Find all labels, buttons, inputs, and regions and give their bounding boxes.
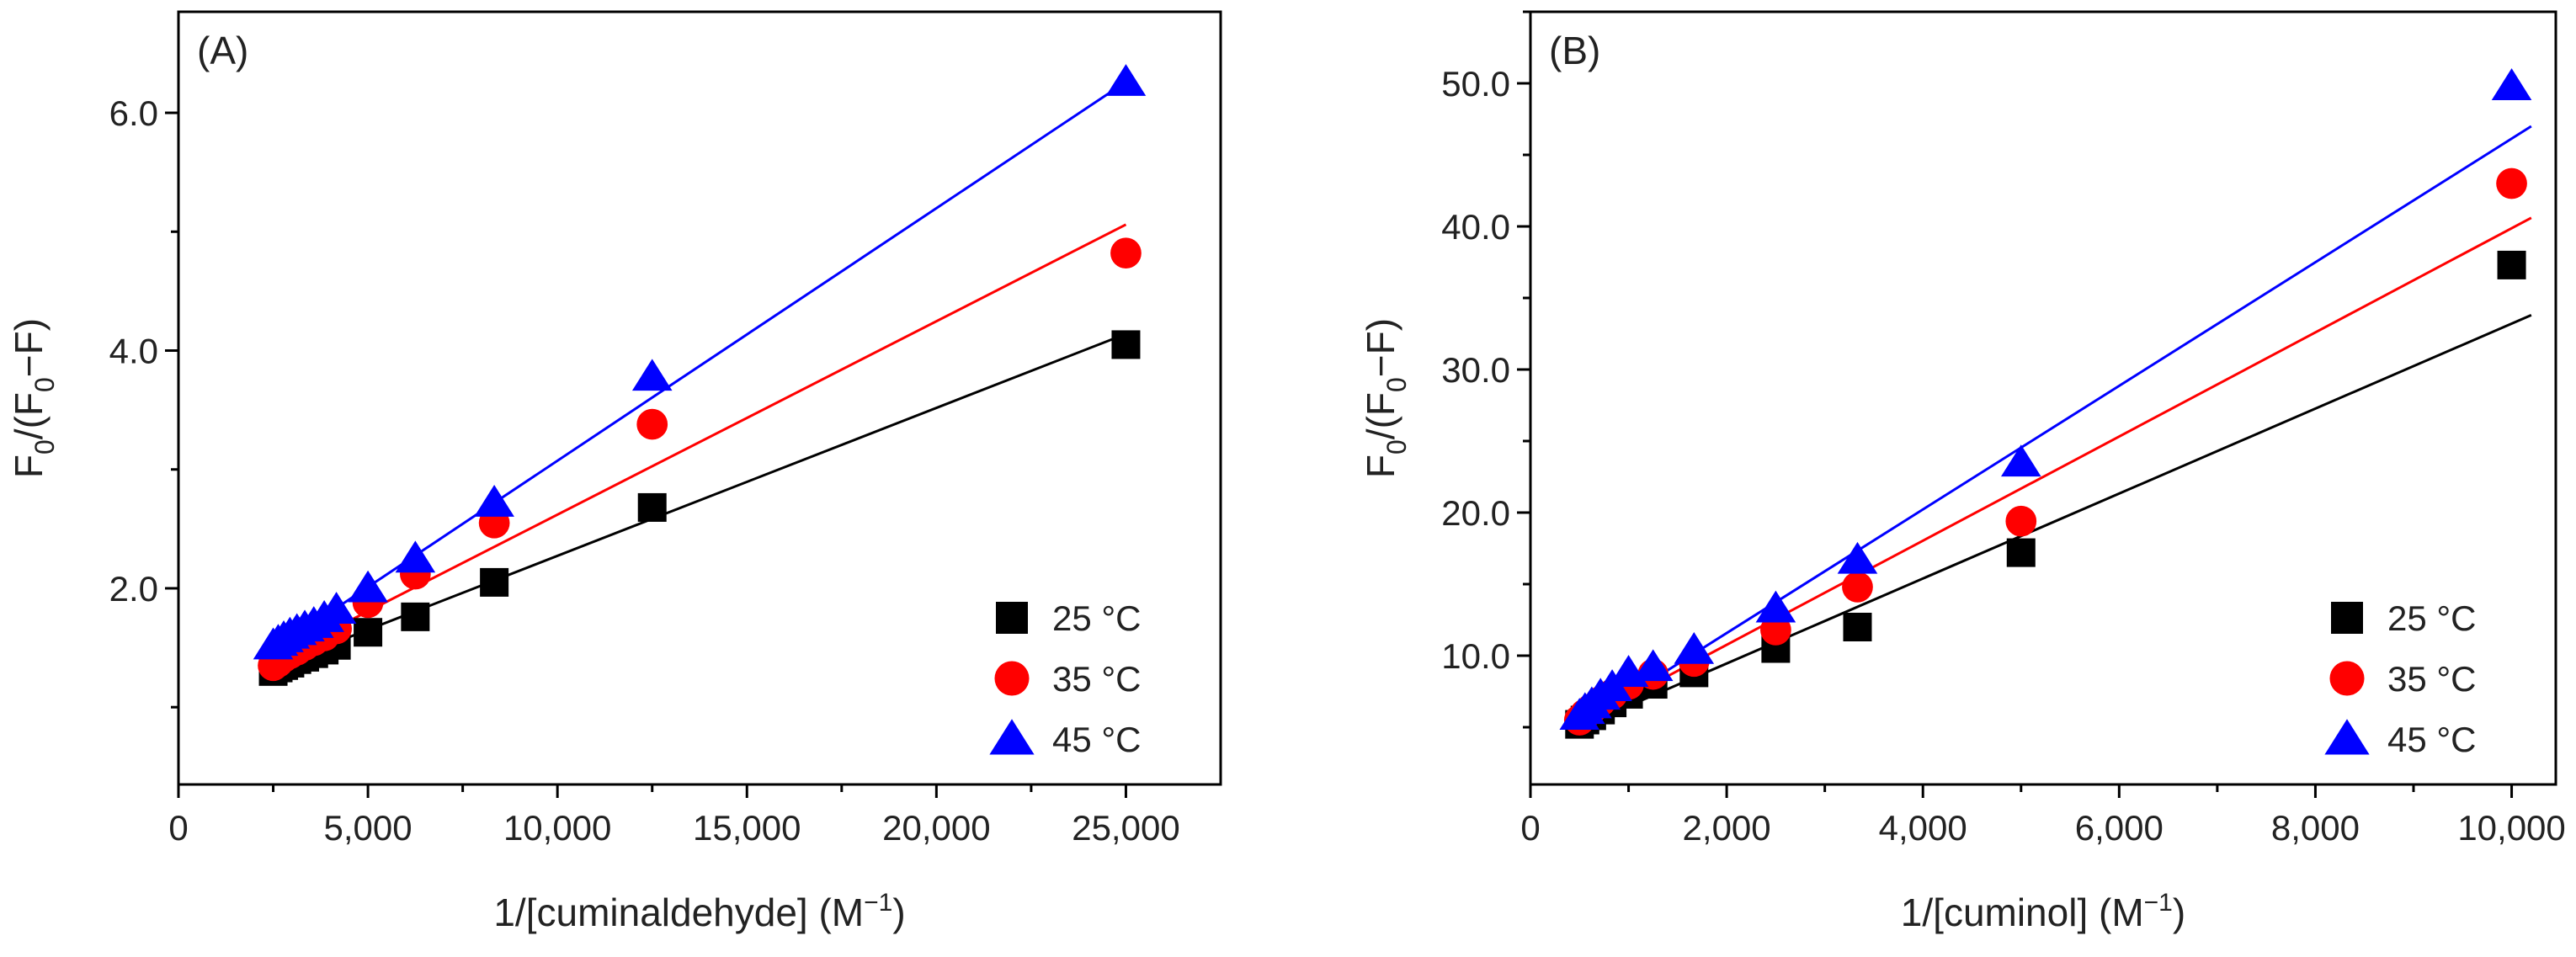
panel-b-series-3-point-7 bbox=[1632, 649, 1674, 682]
panel-b-x-tick-label: 4,000 bbox=[1879, 808, 1967, 848]
panel-a-series-3-point-14 bbox=[1105, 64, 1147, 96]
panel-b-y-tick-label: 10.0 bbox=[1441, 636, 1510, 676]
panel-a-label: (A) bbox=[197, 29, 248, 72]
panel-a-legend-label-1: 25 °C bbox=[1052, 598, 1142, 638]
panel-a-series-2-point-13 bbox=[636, 408, 668, 440]
panel-b-legend-marker-1 bbox=[2331, 602, 2363, 634]
panel-a-y-tick-label: 2.0 bbox=[109, 569, 158, 609]
panel-a-legend-marker-1 bbox=[996, 602, 1028, 634]
panel-a-series-3-point-12 bbox=[474, 485, 514, 517]
panel-b-x-axis-title: 1/[cuminol] (M−1) bbox=[1901, 889, 2185, 934]
panel-b-legend-label-3: 45 °C bbox=[2387, 720, 2477, 759]
panel-b-label: (B) bbox=[1549, 29, 1600, 72]
panel-b-legend-marker-3 bbox=[2324, 719, 2370, 755]
panel-b-y-tick-label: 30.0 bbox=[1441, 350, 1510, 390]
panel-b-x-tick-label: 6,000 bbox=[2075, 808, 2164, 848]
panel-b-fit-line-1 bbox=[1578, 314, 2532, 729]
panel-b-legend-marker-2 bbox=[2329, 661, 2365, 696]
panel-a-series-3-point-9 bbox=[316, 592, 357, 624]
panel-b-legend-label-2: 35 °C bbox=[2387, 659, 2477, 699]
panel-b-x-tick-label: 8,000 bbox=[2271, 808, 2360, 848]
panel-b-series-2-point-11 bbox=[2005, 505, 2037, 537]
panel-b-x-tick-label: 2,000 bbox=[1683, 808, 1771, 848]
panel-a-series-3-point-10 bbox=[348, 570, 388, 603]
panel-b-series-3-point-9 bbox=[1755, 590, 1796, 623]
panel-a-y-tick-label: 6.0 bbox=[109, 93, 158, 133]
panel-b-series-3-point-11 bbox=[2000, 444, 2041, 477]
panel-b-y-tick-label: 50.0 bbox=[1441, 64, 1510, 104]
panel-a-series-1-point-14 bbox=[1111, 330, 1141, 359]
panel-b-x-tick-label: 10,000 bbox=[2457, 808, 2565, 848]
panel-a-legend-label-3: 45 °C bbox=[1052, 720, 1142, 759]
panel-b-series-2-point-12 bbox=[2496, 167, 2527, 199]
panel-a-legend-marker-2 bbox=[994, 661, 1030, 696]
panel-a-series-1-point-13 bbox=[637, 492, 667, 522]
panel-b-series-2-point-10 bbox=[1842, 572, 1873, 603]
panel-a-legend-label-2: 35 °C bbox=[1052, 659, 1142, 699]
panel-a-series-3-point-13 bbox=[631, 359, 673, 391]
panel-a-y-tick-label: 4.0 bbox=[109, 332, 158, 371]
panel-b-series-3-point-10 bbox=[1837, 541, 1878, 574]
panel-b: 0 2,000 4,000 6,000 8,000 10,000 10.0 20.0 30.0 4… bbox=[1359, 10, 2566, 934]
panel-a-series-1-point-10 bbox=[354, 618, 383, 647]
panel-b-series-1-point-12 bbox=[2497, 250, 2526, 279]
panel-a-x-tick-label: 5,000 bbox=[324, 808, 412, 848]
panel-b-y-tick-label: 20.0 bbox=[1441, 493, 1510, 533]
panel-a-series-2-point-14 bbox=[1110, 237, 1142, 269]
panel-b-plot-frame bbox=[1529, 10, 2557, 786]
panel-a-x-axis-title: 1/[cuminaldehyde] (M−1) bbox=[493, 889, 905, 934]
panel-b-series-1-point-10 bbox=[1843, 613, 1872, 641]
panel-a-y-axis-title: F0/(F0−F) bbox=[7, 318, 60, 478]
panel-a-x-tick-label: 25,000 bbox=[1072, 808, 1179, 848]
panel-b-series-3-point-12 bbox=[2491, 68, 2532, 100]
panel-a-x-tick-label: 0 bbox=[168, 808, 188, 848]
panel-a-x-tick-label: 15,000 bbox=[693, 808, 801, 848]
panel-a-legend-marker-3 bbox=[989, 719, 1035, 755]
panel-a-series-3-point-11 bbox=[395, 540, 436, 573]
panel-b-y-tick-label: 40.0 bbox=[1441, 207, 1510, 247]
panel-a-series-1-point-11 bbox=[401, 602, 430, 631]
panel-b-fit-line-2 bbox=[1578, 216, 2532, 725]
panel-a-plot-frame bbox=[177, 10, 1222, 786]
panel-a-fit-line-2 bbox=[272, 223, 1127, 662]
panel-b-legend-label-1: 25 °C bbox=[2387, 598, 2477, 638]
panel-b-y-axis-title: F0/(F0−F) bbox=[1359, 318, 1412, 478]
panel-b-series-1-point-11 bbox=[2006, 538, 2036, 567]
panel-a: 0 5,000 10,000 15,000 20,000 25,000 2.0 4.0 6.0 (… bbox=[7, 10, 1222, 934]
panel-b-series-3-point-8 bbox=[1674, 631, 1715, 664]
panel-b-fit-line-3 bbox=[1578, 125, 2532, 727]
panel-a-series-1-point-12 bbox=[480, 567, 509, 597]
panel-a-x-tick-label: 10,000 bbox=[503, 808, 611, 848]
panel-b-x-tick-label: 0 bbox=[1520, 808, 1540, 848]
panel-a-x-tick-label: 20,000 bbox=[882, 808, 990, 848]
